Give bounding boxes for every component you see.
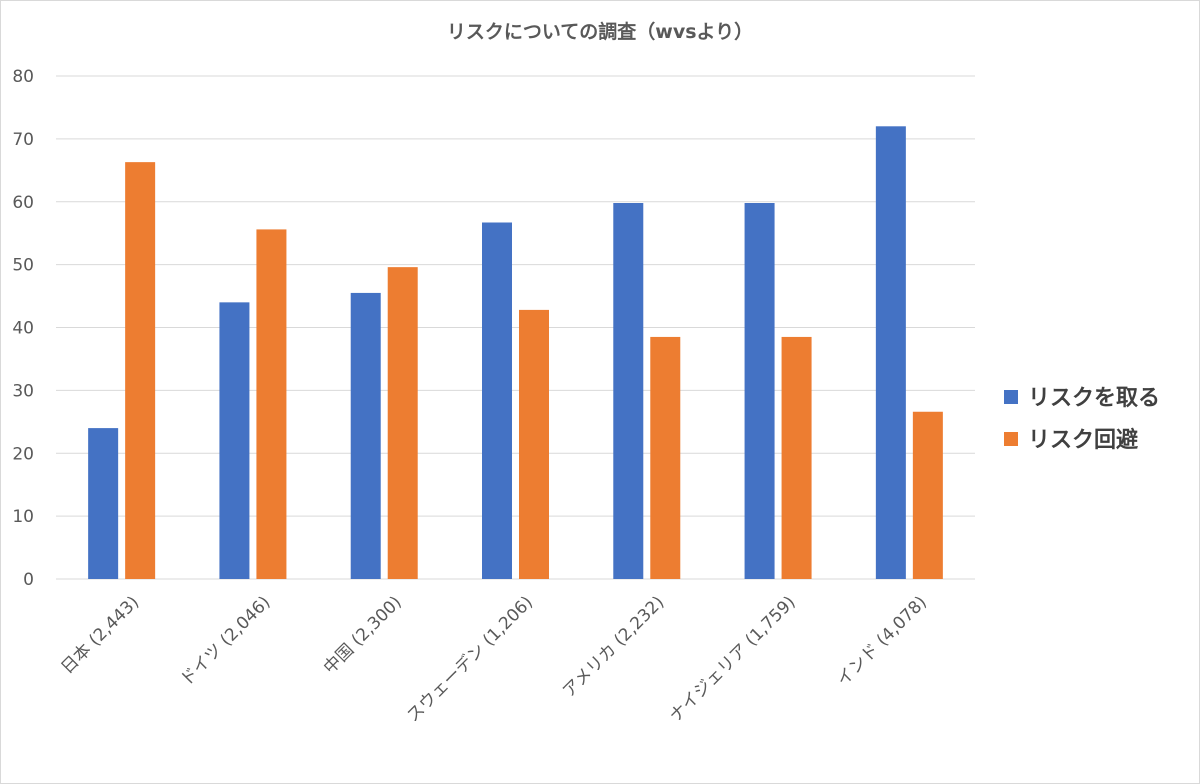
bar-risk-taking [744,203,775,579]
y-tick-label: 0 [23,570,34,590]
bar-risk-taking [219,302,250,579]
y-tick-label: 60 [12,193,34,213]
y-tick-label: 40 [12,319,34,339]
y-axis-ticks: 0 10 20 30 40 50 60 70 80 [12,67,34,590]
bar-risk-averse [256,229,287,580]
x-tick-label: ドイツ (2,046) [177,592,275,690]
x-tick-label: インド (4,078) [833,592,931,690]
x-tick-label: 日本 (2,443) [57,592,143,678]
y-tick-label: 80 [12,67,34,87]
bar-risk-averse [519,309,549,579]
chart-title: リスクについての調査（wvsより） [447,20,753,43]
legend-swatch [1004,390,1018,404]
y-tick-label: 50 [12,256,34,276]
x-axis-ticks: 日本 (2,443) ドイツ (2,046) 中国 (2,300)スウェーデン (1… [57,592,931,727]
y-tick-label: 30 [12,381,34,401]
bar-risk-averse [650,336,681,579]
legend-swatch [1004,432,1018,446]
y-tick-label: 20 [12,444,34,464]
bar-risk-taking [875,126,906,580]
bar-risk-averse [912,411,943,579]
bar-risk-taking [88,428,119,579]
bars [88,126,943,580]
bar-risk-taking [613,203,644,579]
bar-risk-averse [125,162,156,580]
bar-risk-taking [482,222,512,579]
y-tick-label: 70 [12,130,34,150]
bar-risk-averse [781,336,812,579]
x-tick-label: 中国 (2,300) [320,592,406,678]
y-tick-label: 10 [12,507,34,527]
gridlines [56,75,975,580]
legend-label: リスク回避 [1028,427,1138,453]
x-tick-label: アメリカ (2,232) [559,592,668,701]
x-tick-label: スウェーデン (1,206) [402,592,537,727]
x-tick-label: ナイジェリア (1,759) [666,592,800,726]
bar-risk-taking [350,292,381,579]
legend-label: リスクを取る [1028,386,1160,411]
bar-risk-averse [387,267,418,579]
